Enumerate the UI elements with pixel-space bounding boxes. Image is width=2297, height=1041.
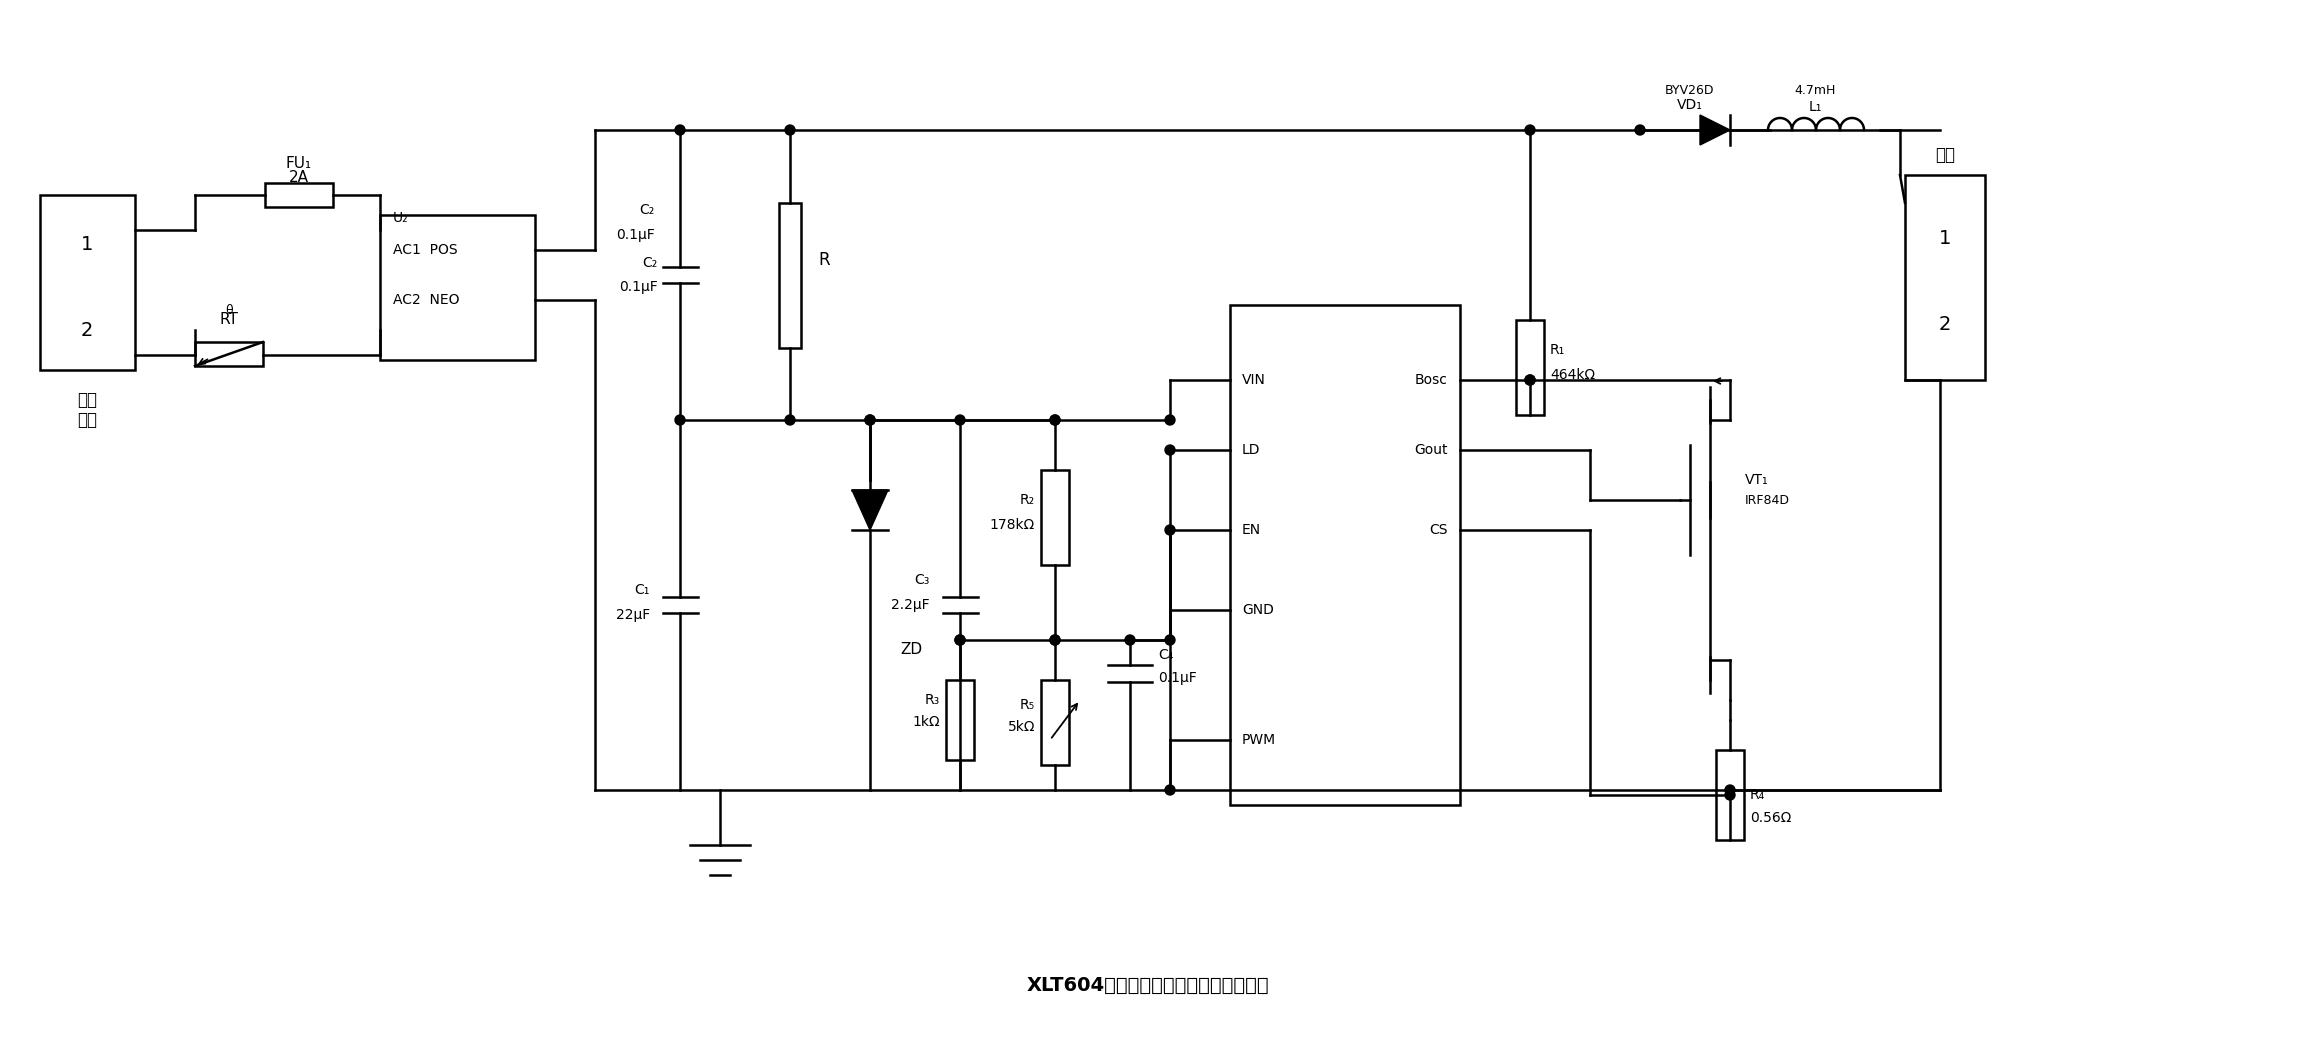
Circle shape bbox=[1165, 415, 1176, 425]
Bar bbox=[1516, 320, 1544, 415]
Text: U₂: U₂ bbox=[393, 211, 409, 225]
Circle shape bbox=[1525, 125, 1534, 135]
Text: 1kΩ: 1kΩ bbox=[912, 715, 939, 729]
Text: R₂: R₂ bbox=[1020, 493, 1036, 507]
Text: L₁: L₁ bbox=[1808, 100, 1822, 115]
Circle shape bbox=[956, 635, 965, 645]
Circle shape bbox=[1050, 635, 1059, 645]
Text: R₄: R₄ bbox=[1750, 788, 1766, 802]
Text: 22μF: 22μF bbox=[616, 608, 650, 623]
Circle shape bbox=[956, 635, 965, 645]
Circle shape bbox=[866, 415, 875, 425]
Text: R₃: R₃ bbox=[926, 693, 939, 707]
Text: 0.56Ω: 0.56Ω bbox=[1750, 811, 1792, 826]
Circle shape bbox=[1050, 635, 1059, 645]
Circle shape bbox=[1165, 445, 1176, 455]
Text: θ: θ bbox=[225, 304, 232, 316]
Text: VT₁: VT₁ bbox=[1746, 473, 1769, 487]
Text: 2: 2 bbox=[80, 321, 94, 339]
Circle shape bbox=[1525, 375, 1534, 385]
Text: VIN: VIN bbox=[1243, 373, 1266, 387]
Circle shape bbox=[1525, 375, 1534, 385]
Text: 464kΩ: 464kΩ bbox=[1550, 369, 1594, 382]
Circle shape bbox=[1165, 785, 1176, 795]
Bar bbox=[1041, 680, 1068, 765]
Text: VD₁: VD₁ bbox=[1677, 98, 1702, 112]
Polygon shape bbox=[852, 490, 889, 530]
Text: C₂: C₂ bbox=[643, 256, 657, 270]
Text: 178kΩ: 178kΩ bbox=[990, 518, 1036, 532]
Circle shape bbox=[866, 415, 875, 425]
Text: CS: CS bbox=[1429, 523, 1447, 537]
Bar bbox=[39, 195, 136, 370]
Text: C₂: C₂ bbox=[641, 203, 655, 217]
Bar bbox=[1904, 175, 1985, 380]
Text: 1: 1 bbox=[80, 235, 94, 254]
Text: R₅: R₅ bbox=[1020, 699, 1036, 712]
Text: 0.1μF: 0.1μF bbox=[616, 228, 655, 242]
Text: LD: LD bbox=[1243, 443, 1261, 457]
Bar bbox=[1229, 305, 1461, 805]
Text: 2: 2 bbox=[1939, 315, 1950, 334]
Text: IRF84D: IRF84D bbox=[1746, 493, 1789, 507]
Text: 输出: 输出 bbox=[1934, 146, 1955, 164]
Text: GND: GND bbox=[1243, 603, 1275, 617]
Text: 2.2μF: 2.2μF bbox=[891, 598, 930, 612]
Circle shape bbox=[1165, 525, 1176, 535]
Text: 输入: 输入 bbox=[78, 411, 96, 429]
Text: Gout: Gout bbox=[1415, 443, 1447, 457]
Text: EN: EN bbox=[1243, 523, 1261, 537]
Bar bbox=[264, 183, 333, 207]
Bar bbox=[195, 342, 262, 366]
Circle shape bbox=[1050, 415, 1059, 425]
Circle shape bbox=[1725, 790, 1734, 799]
Circle shape bbox=[675, 125, 685, 135]
Bar bbox=[379, 215, 535, 360]
Circle shape bbox=[1126, 635, 1135, 645]
Text: RT: RT bbox=[221, 312, 239, 328]
Text: 5kΩ: 5kΩ bbox=[1008, 720, 1036, 734]
Circle shape bbox=[1635, 125, 1645, 135]
Circle shape bbox=[1725, 785, 1734, 795]
Circle shape bbox=[786, 415, 795, 425]
Bar bbox=[1716, 750, 1743, 840]
Text: 交流: 交流 bbox=[78, 391, 96, 409]
Text: Bosc: Bosc bbox=[1415, 373, 1447, 387]
Text: AC1  POS: AC1 POS bbox=[393, 243, 457, 257]
Text: 0.1μF: 0.1μF bbox=[618, 280, 657, 294]
Text: C₃: C₃ bbox=[914, 573, 930, 587]
Polygon shape bbox=[1700, 115, 1730, 145]
Bar bbox=[1041, 469, 1068, 565]
Text: BYV26D: BYV26D bbox=[1665, 83, 1716, 97]
Text: 4.7mH: 4.7mH bbox=[1794, 84, 1835, 98]
Bar bbox=[779, 203, 802, 348]
Text: R: R bbox=[818, 251, 829, 269]
Text: R₁: R₁ bbox=[1550, 342, 1564, 357]
Text: C₁: C₁ bbox=[634, 583, 650, 596]
Circle shape bbox=[786, 125, 795, 135]
Circle shape bbox=[675, 415, 685, 425]
Text: 2A: 2A bbox=[289, 171, 310, 185]
Text: AC2  NEO: AC2 NEO bbox=[393, 293, 459, 307]
Text: ZD: ZD bbox=[900, 642, 921, 658]
Circle shape bbox=[1050, 415, 1059, 425]
Text: C₄: C₄ bbox=[1158, 648, 1174, 662]
Text: 0.1μF: 0.1μF bbox=[1158, 671, 1197, 685]
Text: 1: 1 bbox=[1939, 229, 1950, 248]
Circle shape bbox=[1165, 635, 1176, 645]
Text: XLT604在交直流输入中的典型应用电路: XLT604在交直流输入中的典型应用电路 bbox=[1027, 975, 1270, 994]
Circle shape bbox=[956, 415, 965, 425]
Bar bbox=[946, 680, 974, 760]
Text: FU₁: FU₁ bbox=[285, 155, 312, 171]
Text: PWM: PWM bbox=[1243, 733, 1277, 747]
